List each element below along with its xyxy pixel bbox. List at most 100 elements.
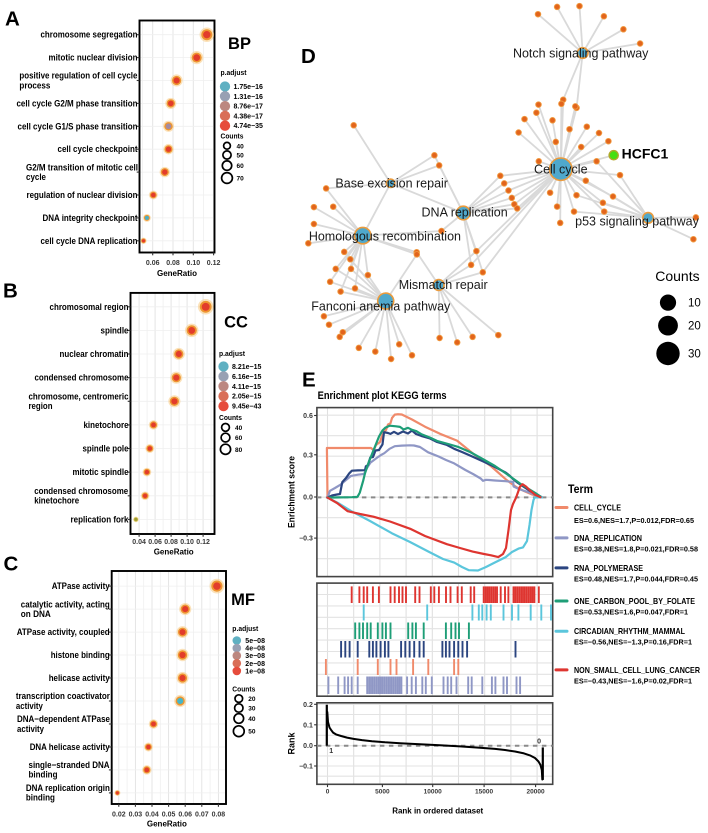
svg-text:GeneRatio: GeneRatio: [157, 269, 197, 278]
svg-text:2.05e−15: 2.05e−15: [232, 394, 261, 401]
svg-text:10000: 10000: [424, 789, 442, 796]
svg-text:G2/M transition of mitotic cel: G2/M transition of mitotic cell: [26, 162, 138, 172]
svg-text:1.75e−16: 1.75e−16: [234, 84, 263, 91]
svg-text:ATPase activity: ATPase activity: [52, 581, 110, 591]
svg-text:CIRCADIAN_RHYTHM_MAMMAL: CIRCADIAN_RHYTHM_MAMMAL: [574, 626, 685, 636]
svg-text:0.10: 0.10: [180, 539, 194, 546]
svg-text:15000: 15000: [475, 789, 493, 796]
svg-text:CC: CC: [224, 314, 248, 332]
svg-text:0.03: 0.03: [129, 812, 143, 819]
svg-text:ES=−0.43,NES=−1.6,P=0.02,FDR=1: ES=−0.43,NES=−1.6,P=0.02,FDR=1: [574, 676, 692, 685]
svg-text:0: 0: [537, 739, 541, 746]
svg-text:0.04: 0.04: [145, 812, 159, 819]
svg-text:D: D: [301, 45, 316, 68]
svg-text:binding: binding: [29, 770, 58, 780]
svg-text:20: 20: [248, 696, 256, 703]
svg-text:chromosome, centromeric: chromosome, centromeric: [29, 392, 129, 402]
svg-text:p.adjust: p.adjust: [221, 68, 247, 77]
svg-text:nuclear chromatin: nuclear chromatin: [60, 349, 129, 359]
svg-text:5000: 5000: [375, 789, 390, 796]
svg-text:3e−08: 3e−08: [245, 653, 265, 660]
svg-text:ATPase activity, coupled: ATPase activity, coupled: [17, 627, 110, 637]
svg-text:0: 0: [326, 789, 330, 796]
svg-text:0.12: 0.12: [196, 539, 210, 546]
svg-text:process: process: [19, 80, 50, 90]
svg-text:binding: binding: [26, 793, 55, 803]
svg-text:chromosomal region: chromosomal region: [50, 302, 129, 312]
svg-text:0.10: 0.10: [186, 260, 200, 267]
svg-text:0.02: 0.02: [112, 812, 126, 819]
svg-text:GeneRatio: GeneRatio: [147, 820, 187, 829]
svg-text:Mismatch repair: Mismatch repair: [399, 278, 488, 292]
svg-text:0.0: 0.0: [303, 495, 313, 502]
svg-text:kinetochore: kinetochore: [34, 496, 79, 506]
svg-text:on DNA: on DNA: [21, 609, 51, 619]
svg-text:condensed chromosome: condensed chromosome: [35, 373, 129, 383]
svg-text:70: 70: [237, 176, 245, 183]
svg-text:0.06: 0.06: [178, 812, 192, 819]
svg-text:0.08: 0.08: [212, 812, 226, 819]
svg-text:Counts: Counts: [232, 685, 255, 694]
svg-text:cell cycle G1/S phase transiti: cell cycle G1/S phase transition: [18, 121, 138, 131]
svg-text:0.04: 0.04: [132, 539, 146, 546]
svg-text:MF: MF: [231, 591, 255, 609]
svg-text:80: 80: [235, 447, 243, 454]
svg-text:HCFC1: HCFC1: [622, 146, 669, 162]
svg-text:Rank in ordered dataset: Rank in ordered dataset: [392, 807, 483, 816]
svg-text:catalytic activity, acting: catalytic activity, acting: [21, 599, 110, 609]
svg-text:Enrichment score: Enrichment score: [287, 456, 297, 528]
svg-text:0.06: 0.06: [146, 260, 160, 267]
svg-text:kinetochore: kinetochore: [84, 420, 129, 430]
svg-text:BP: BP: [228, 35, 251, 53]
svg-text:20000: 20000: [527, 789, 545, 796]
svg-text:4.11e−15: 4.11e−15: [232, 384, 261, 391]
svg-text:−0.3: −0.3: [299, 536, 313, 543]
svg-text:Term: Term: [568, 482, 593, 496]
svg-text:20: 20: [688, 321, 701, 333]
svg-text:4.38e−17: 4.38e−17: [234, 113, 263, 120]
svg-text:30: 30: [688, 349, 701, 361]
svg-text:0.06: 0.06: [148, 539, 162, 546]
svg-text:spindle: spindle: [101, 325, 129, 335]
svg-text:40: 40: [235, 425, 243, 432]
svg-text:mitotic nuclear division: mitotic nuclear division: [49, 53, 138, 63]
svg-text:60: 60: [235, 435, 243, 442]
svg-text:DNA helicase activity: DNA helicase activity: [30, 742, 110, 752]
svg-text:C: C: [4, 553, 19, 576]
svg-text:helicase activity: helicase activity: [49, 673, 110, 683]
svg-text:Counts: Counts: [219, 413, 242, 422]
svg-text:single−stranded DNA: single−stranded DNA: [29, 760, 110, 770]
svg-text:4e−08: 4e−08: [245, 646, 265, 653]
svg-text:spindle pole: spindle pole: [83, 444, 129, 454]
svg-text:0.05: 0.05: [162, 812, 176, 819]
svg-text:Rank: Rank: [287, 732, 297, 755]
svg-text:0.6: 0.6: [303, 413, 313, 420]
svg-text:Homologous recombination: Homologous recombination: [309, 230, 461, 244]
svg-text:DNA replication: DNA replication: [422, 206, 508, 220]
svg-text:ES=−0.56,NES=−1.3,P=0.16,FDR=1: ES=−0.56,NES=−1.3,P=0.16,FDR=1: [574, 638, 692, 647]
svg-text:RNA_POLYMERASE: RNA_POLYMERASE: [574, 563, 643, 573]
svg-text:E: E: [302, 369, 316, 392]
svg-text:−0.1: −0.1: [299, 764, 313, 771]
svg-text:ONE_CARBON_POOL_BY_FOLATE: ONE_CARBON_POOL_BY_FOLATE: [574, 596, 695, 606]
svg-text:A: A: [5, 8, 20, 31]
svg-text:p.adjust: p.adjust: [219, 349, 245, 358]
svg-text:p53 signaling pathway: p53 signaling pathway: [575, 215, 699, 229]
svg-text:DNA replication origin: DNA replication origin: [26, 783, 110, 793]
svg-text:histone binding: histone binding: [51, 650, 110, 660]
svg-text:cell cycle checkpoint: cell cycle checkpoint: [58, 144, 138, 154]
svg-text:0.2: 0.2: [303, 702, 313, 709]
svg-text:10: 10: [688, 298, 701, 310]
svg-text:DNA−dependent ATPase: DNA−dependent ATPase: [17, 714, 110, 724]
svg-text:4.74e−35: 4.74e−35: [234, 123, 263, 130]
svg-text:50: 50: [248, 729, 256, 736]
svg-text:activity: activity: [16, 701, 43, 711]
svg-text:chromosome segregation: chromosome segregation: [41, 30, 138, 40]
svg-text:30: 30: [248, 706, 256, 713]
svg-text:CELL_CYCLE: CELL_CYCLE: [574, 503, 621, 513]
svg-text:cycle: cycle: [26, 172, 46, 182]
svg-text:0.3: 0.3: [303, 452, 313, 459]
svg-text:0.12: 0.12: [207, 260, 221, 267]
svg-text:mitotic spindle: mitotic spindle: [73, 467, 129, 477]
svg-text:Fanconi anemia pathway: Fanconi anemia pathway: [311, 300, 451, 314]
